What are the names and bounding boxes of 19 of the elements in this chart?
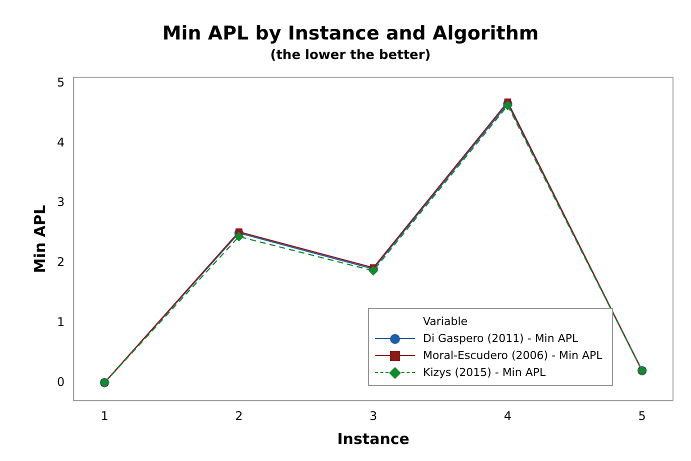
y-tick-label: 3 [56,195,65,210]
legend-label: Moral-Escudero (2006) - Min APL [423,348,602,364]
chart-title: Min APL by Instance and Algorithm [162,22,539,44]
legend-label: Kizys (2015) - Min APL [423,365,546,381]
chart-subtitle: (the lower the better) [270,48,431,63]
legend-label: Di Gaspero (2011) - Min APL [423,331,578,347]
y-tick-label: 0 [56,374,65,389]
y-tick-label: 2 [56,255,65,270]
y-tick-label: 4 [56,135,65,150]
x-tick-label: 1 [100,408,108,423]
x-tick-label: 3 [369,408,378,423]
x-tick-label: 2 [235,408,243,423]
x-tick-label: 4 [504,408,512,423]
y-tick-label: 5 [56,76,65,90]
legend-title: Variable [422,314,469,330]
y-tick-label: 1 [56,314,65,329]
x-axis-title: Instance [337,430,410,448]
y-axis-title: Min APL [30,204,49,274]
x-tick-label: 5 [638,408,646,423]
